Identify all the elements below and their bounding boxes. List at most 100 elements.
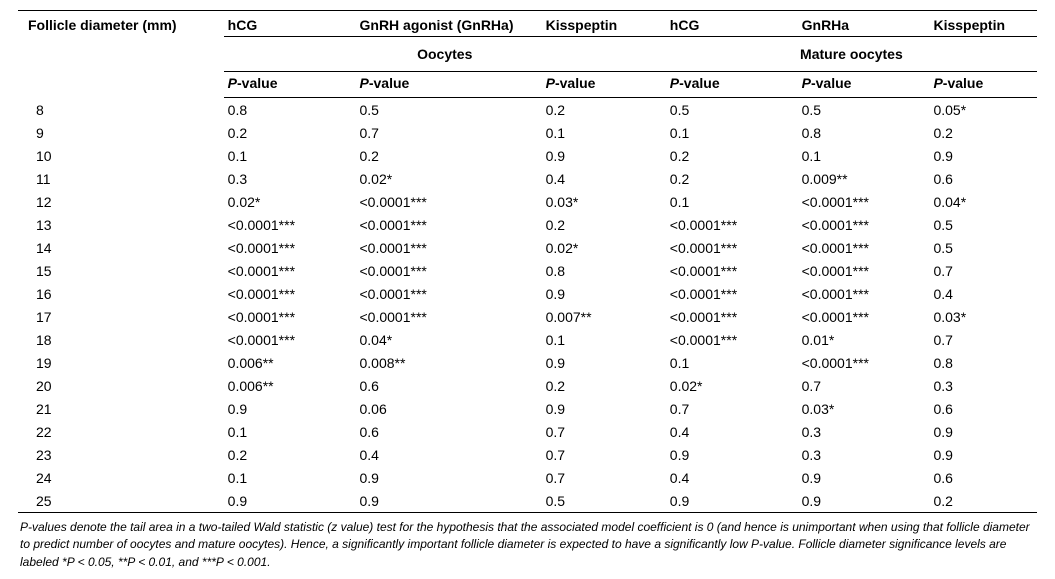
subheader-pvalue: P-value — [929, 72, 1037, 98]
cell-diameter: 12 — [18, 190, 224, 213]
cell-diameter: 13 — [18, 213, 224, 236]
cell-pvalue: <0.0001*** — [356, 282, 542, 305]
cell-pvalue: 0.5 — [356, 98, 542, 122]
cell-pvalue: 0.7 — [666, 397, 798, 420]
cell-pvalue: 0.9 — [929, 420, 1037, 443]
cell-diameter: 22 — [18, 420, 224, 443]
cell-pvalue: 0.9 — [666, 443, 798, 466]
cell-pvalue: 0.9 — [356, 489, 542, 513]
cell-diameter: 20 — [18, 374, 224, 397]
table-row: 80.80.50.20.50.50.05* — [18, 98, 1037, 122]
cell-pvalue: 0.5 — [666, 98, 798, 122]
cell-pvalue: 0.1 — [224, 466, 356, 489]
cell-pvalue: 0.1 — [798, 144, 930, 167]
cell-pvalue: <0.0001*** — [798, 236, 930, 259]
cell-pvalue: <0.0001*** — [666, 259, 798, 282]
cell-pvalue: 0.9 — [542, 351, 666, 374]
cell-pvalue: 0.06 — [356, 397, 542, 420]
subheader-pvalue: P-value — [356, 72, 542, 98]
table-row: 14<0.0001***<0.0001***0.02*<0.0001***<0.… — [18, 236, 1037, 259]
cell-diameter: 23 — [18, 443, 224, 466]
cell-pvalue: 0.7 — [929, 328, 1037, 351]
table-row: 13<0.0001***<0.0001***0.2<0.0001***<0.00… — [18, 213, 1037, 236]
cell-pvalue: 0.4 — [666, 420, 798, 443]
cell-pvalue: <0.0001*** — [666, 213, 798, 236]
cell-pvalue: 0.9 — [929, 443, 1037, 466]
cell-pvalue: 0.2 — [666, 144, 798, 167]
cell-pvalue: 0.1 — [666, 190, 798, 213]
table-footnote: P-values denote the tail area in a two-t… — [18, 513, 1037, 571]
cell-pvalue: 0.04* — [356, 328, 542, 351]
table-row: 15<0.0001***<0.0001***0.8<0.0001***<0.00… — [18, 259, 1037, 282]
cell-diameter: 25 — [18, 489, 224, 513]
cell-diameter: 21 — [18, 397, 224, 420]
cell-pvalue: 0.4 — [542, 167, 666, 190]
cell-pvalue: 0.9 — [224, 397, 356, 420]
cell-pvalue: 0.02* — [224, 190, 356, 213]
cell-pvalue: 0.8 — [224, 98, 356, 122]
cell-pvalue: 0.3 — [798, 420, 930, 443]
table-row: 230.20.40.70.90.30.9 — [18, 443, 1037, 466]
cell-pvalue: <0.0001*** — [356, 236, 542, 259]
cell-pvalue: <0.0001*** — [798, 351, 930, 374]
col-header-kiss-2: Kisspeptin — [929, 11, 1037, 37]
cell-pvalue: 0.04* — [929, 190, 1037, 213]
cell-pvalue: <0.0001*** — [224, 282, 356, 305]
cell-pvalue: <0.0001*** — [798, 190, 930, 213]
cell-pvalue: 0.9 — [542, 282, 666, 305]
cell-pvalue: 0.05* — [929, 98, 1037, 122]
cell-pvalue: 0.6 — [929, 397, 1037, 420]
cell-pvalue: 0.2 — [224, 121, 356, 144]
cell-diameter: 17 — [18, 305, 224, 328]
cell-pvalue: 0.5 — [929, 213, 1037, 236]
cell-pvalue: 0.3 — [798, 443, 930, 466]
cell-pvalue: <0.0001*** — [666, 282, 798, 305]
cell-pvalue: 0.9 — [798, 489, 930, 513]
cell-pvalue: 0.2 — [666, 167, 798, 190]
table-row: 100.10.20.90.20.10.9 — [18, 144, 1037, 167]
table-row: 190.006**0.008**0.90.1<0.0001***0.8 — [18, 351, 1037, 374]
cell-pvalue: 0.01* — [798, 328, 930, 351]
cell-pvalue: <0.0001*** — [798, 305, 930, 328]
col-header-hcg-1: hCG — [224, 11, 356, 37]
cell-pvalue: 0.9 — [224, 489, 356, 513]
table-row: 250.90.90.50.90.90.2 — [18, 489, 1037, 513]
cell-pvalue: 0.9 — [356, 466, 542, 489]
cell-pvalue: 0.006** — [224, 374, 356, 397]
cell-pvalue: 0.8 — [929, 351, 1037, 374]
table-row: 110.30.02*0.40.20.009**0.6 — [18, 167, 1037, 190]
cell-pvalue: 0.1 — [224, 420, 356, 443]
cell-diameter: 16 — [18, 282, 224, 305]
col-header-kiss-1: Kisspeptin — [542, 11, 666, 37]
col-header-gnrha-1: GnRH agonist (GnRHa) — [356, 11, 542, 37]
cell-diameter: 8 — [18, 98, 224, 122]
cell-pvalue: 0.9 — [798, 466, 930, 489]
cell-pvalue: 0.02* — [356, 167, 542, 190]
cell-pvalue: 0.7 — [542, 420, 666, 443]
cell-diameter: 19 — [18, 351, 224, 374]
cell-pvalue: 0.1 — [666, 121, 798, 144]
cell-pvalue: 0.2 — [542, 374, 666, 397]
cell-pvalue: 0.5 — [798, 98, 930, 122]
pvalue-table: Follicle diameter (mm) hCG GnRH agonist … — [18, 10, 1037, 513]
cell-pvalue: 0.8 — [798, 121, 930, 144]
cell-pvalue: 0.7 — [798, 374, 930, 397]
cell-diameter: 9 — [18, 121, 224, 144]
cell-pvalue: 0.1 — [666, 351, 798, 374]
cell-pvalue: 0.6 — [929, 167, 1037, 190]
col-header-gnrha-2: GnRHa — [798, 11, 930, 37]
table-row: 90.20.70.10.10.80.2 — [18, 121, 1037, 144]
cell-pvalue: 0.7 — [542, 443, 666, 466]
cell-pvalue: <0.0001*** — [798, 282, 930, 305]
cell-pvalue: 0.03* — [798, 397, 930, 420]
cell-pvalue: 0.9 — [666, 489, 798, 513]
table-body: 80.80.50.20.50.50.05*90.20.70.10.10.80.2… — [18, 98, 1037, 513]
table-row: 210.90.060.90.70.03*0.6 — [18, 397, 1037, 420]
group-header-oocytes: Oocytes — [224, 37, 666, 72]
cell-pvalue: 0.2 — [542, 213, 666, 236]
col-header-diameter: Follicle diameter (mm) — [18, 11, 224, 98]
subheader-pvalue: P-value — [666, 72, 798, 98]
cell-pvalue: 0.4 — [666, 466, 798, 489]
cell-diameter: 10 — [18, 144, 224, 167]
cell-pvalue: 0.1 — [542, 121, 666, 144]
